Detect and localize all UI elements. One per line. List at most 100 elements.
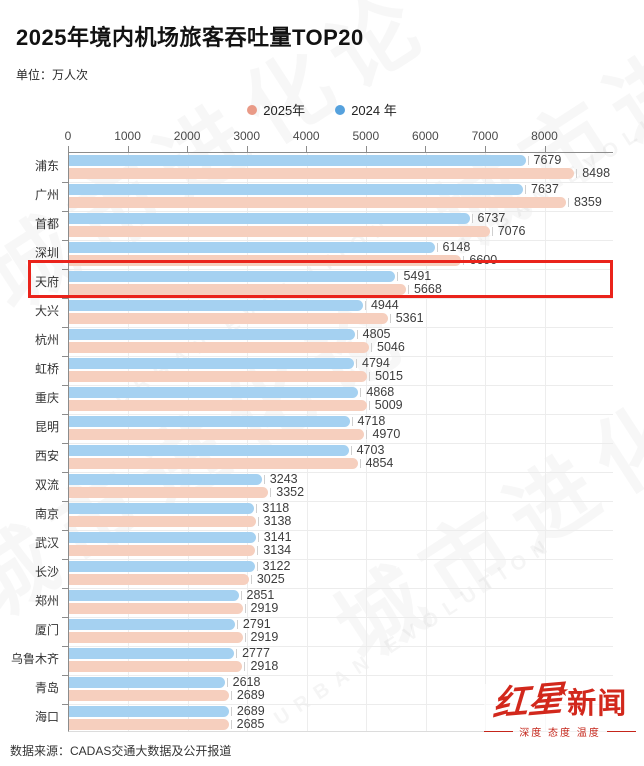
category-axis-tick — [62, 530, 69, 531]
category-label: 首都 — [34, 217, 59, 231]
bar-2025 — [69, 400, 367, 411]
value-tick — [230, 707, 232, 716]
value-label-2025: 2919 — [250, 601, 279, 615]
category-label: 浦东 — [34, 159, 59, 173]
value-tick — [356, 330, 358, 339]
gridline — [425, 153, 427, 731]
category-axis-tick — [62, 559, 69, 560]
row-separator — [69, 472, 613, 473]
value-label-2024: 4944 — [370, 298, 399, 312]
bar-line-2024: 4794 — [69, 356, 613, 370]
value-tick — [351, 417, 353, 426]
value-tick — [244, 662, 246, 671]
bar-group: 4944 5361 — [69, 298, 613, 327]
category-axis-tick — [62, 298, 69, 299]
gridline — [306, 153, 308, 731]
category-label: 广州 — [34, 188, 59, 202]
bar-2024 — [69, 706, 229, 717]
value-label-2024: 2791 — [242, 617, 271, 631]
category-axis-tick — [62, 646, 69, 647]
bar-group: 3118 3138 — [69, 501, 613, 530]
value-tick — [360, 388, 362, 397]
bar-2024 — [69, 619, 235, 630]
value-label-2024: 3243 — [269, 472, 298, 486]
bar-line-2025: 3134 — [69, 544, 613, 556]
value-label-2024: 5491 — [403, 269, 432, 283]
value-tick — [257, 533, 259, 542]
bar-group: 7679 8498 — [69, 153, 613, 182]
category-column: 浦东 广州 首都 深圳 天府 大兴 杭州 虹桥 重庆 昆明 西安 双流 南京 武汉 长沙 郑州 厦门 乌鲁木齐 青岛… — [0, 152, 62, 732]
bar-line-2024: 2689 — [69, 705, 613, 717]
value-label-2024: 7637 — [531, 182, 559, 196]
value-tick — [576, 169, 578, 178]
bar-group: 4868 5009 — [69, 385, 613, 414]
axis-tick-label: 7000 — [471, 129, 499, 143]
category-label: 郑州 — [34, 594, 59, 608]
value-tick — [240, 591, 242, 600]
category-axis-tick — [62, 443, 69, 444]
bar-group: 2791 2919 — [69, 617, 613, 646]
category-axis-tick — [62, 182, 69, 183]
axis-tick-mark — [187, 146, 189, 152]
bar-line-2024: 4805 — [69, 327, 613, 341]
row-separator — [69, 646, 613, 647]
bar-2024 — [69, 387, 359, 398]
value-label-2025: 7076 — [497, 224, 526, 238]
bar-2025 — [69, 603, 243, 614]
bar-line-2025: 5015 — [69, 370, 613, 382]
bar-group: 6737 7076 — [69, 211, 613, 240]
category-axis-tick — [62, 269, 69, 270]
bar-group: 3141 3134 — [69, 530, 613, 559]
category-label: 武汉 — [34, 536, 59, 550]
bar-2025 — [69, 574, 249, 585]
bar-line-2025: 8359 — [69, 196, 613, 208]
bar-2025 — [69, 487, 269, 498]
category-axis-tick — [62, 704, 69, 705]
value-label-2025: 4970 — [372, 427, 401, 441]
bar-line-2025: 2919 — [69, 601, 613, 615]
row-separator — [69, 356, 613, 357]
value-label-2024: 7679 — [533, 153, 562, 167]
category-label: 西安 — [34, 449, 59, 463]
bar-line-2024: 5491 — [69, 269, 613, 283]
axis-tick-mark — [306, 146, 308, 152]
category-label: 海口 — [34, 710, 59, 724]
bar-2024 — [69, 590, 239, 601]
value-label-2024: 4868 — [366, 385, 395, 399]
category-label: 长沙 — [34, 565, 59, 579]
bar-group: 2689 2685 — [69, 704, 613, 733]
bar-group: 4794 5015 — [69, 356, 613, 385]
value-label-2024: 4805 — [362, 327, 391, 341]
bar-group: 5491 5668 — [69, 269, 613, 298]
bar-2025 — [69, 632, 243, 643]
value-label-2024: 4794 — [362, 356, 390, 370]
bar-group: 3122 3025 — [69, 559, 613, 588]
value-tick — [359, 459, 361, 468]
bar-2024 — [69, 416, 350, 427]
bar-2025 — [69, 284, 406, 295]
axis-tick-label: 8000 — [531, 129, 558, 143]
axis-tick-label: 0 — [64, 129, 72, 143]
value-label-2024: 2618 — [232, 675, 261, 689]
bar-2025 — [69, 719, 229, 730]
value-tick — [230, 691, 232, 700]
bar-group: 4805 5046 — [69, 327, 613, 356]
bar-2025 — [69, 516, 256, 527]
bar-line-2025: 2918 — [69, 660, 613, 672]
logo-block-text: 新闻 — [567, 688, 628, 720]
value-tick — [257, 517, 259, 526]
bar-2024 — [69, 184, 524, 195]
redstar-news-logo: 红星 ★ 新闻 深度 态度 温度 — [484, 678, 636, 739]
legend-dot-2024-icon — [335, 104, 346, 115]
bar-2024 — [69, 329, 355, 340]
row-separator — [69, 559, 613, 560]
bar-2025 — [69, 690, 229, 701]
category-axis-tick — [62, 356, 69, 357]
value-tick — [250, 575, 252, 584]
row-separator — [69, 414, 613, 415]
gridline — [128, 153, 130, 731]
bar-line-2025: 3138 — [69, 515, 613, 527]
axis-tick-mark — [544, 146, 546, 152]
bar-line-2024: 2791 — [69, 617, 613, 631]
